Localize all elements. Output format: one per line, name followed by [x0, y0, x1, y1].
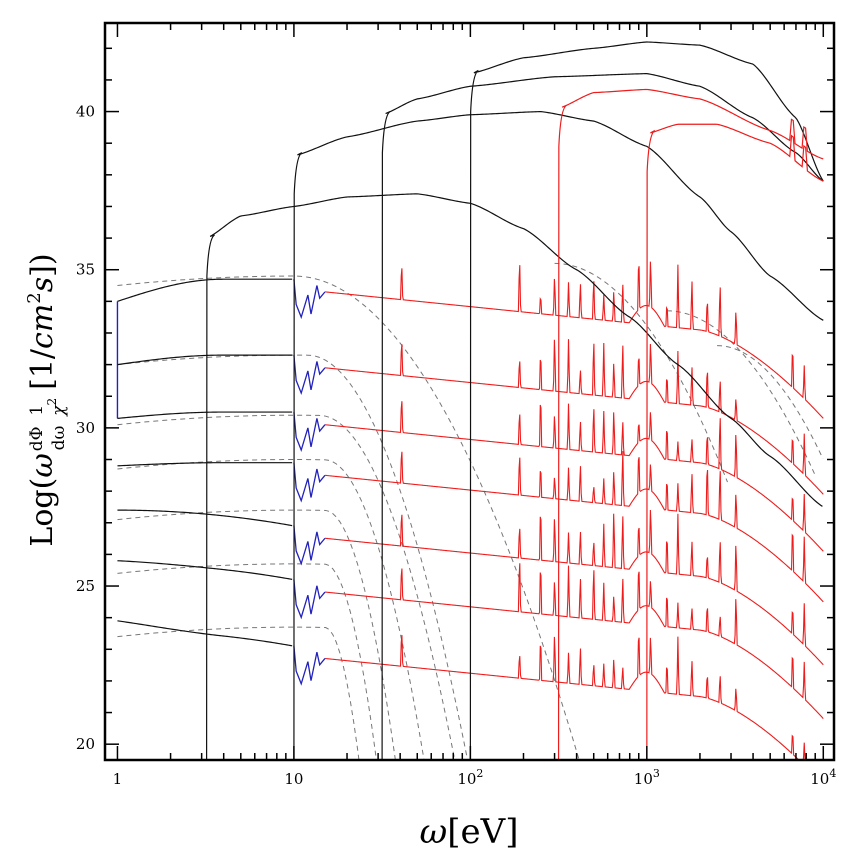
spectrum-upper-cutoff-3eV [206, 193, 823, 760]
spectrum-dips-7 [293, 645, 326, 686]
spectrum-upper-cutoff-100eV [469, 41, 824, 760]
dashed-continuum-2 [117, 354, 469, 760]
spectrum-dips-1 [293, 279, 326, 320]
spectrum-low-7 [117, 620, 293, 647]
tick-labels-layer: 1 10 102 103 104 20 25 30 35 40 [76, 103, 836, 788]
dashed-continuum-5 [117, 509, 396, 760]
x-axis-title: ω[eV] [420, 812, 519, 852]
y-tick-label: 25 [76, 577, 95, 595]
ticks-layer [105, 23, 834, 760]
dashed-upper-continuum-1 [554, 262, 728, 483]
y-axis-title: Log(ωdΦ dω1 χ2[1/cm2s]) [24, 253, 69, 546]
spectrum-dips-2 [293, 355, 326, 396]
spectrum-upper-cutoff-316eV [557, 88, 824, 760]
y-tick-label: 35 [76, 261, 95, 279]
spectrum-red-1 [324, 261, 824, 419]
y-tick-label: 20 [76, 735, 95, 753]
spectrum-low-6 [117, 560, 293, 580]
spectrum-low-2 [117, 354, 293, 366]
spectrum-red-6 [324, 563, 824, 719]
curves-layer [116, 41, 824, 760]
spectrum-low-4 [117, 462, 293, 467]
dashed-continuum-7 [117, 626, 360, 760]
spectrum-dips-4 [293, 462, 326, 503]
x-tick-label: 104 [810, 767, 836, 788]
x-tick-label: 102 [457, 767, 483, 788]
spectrum-red-4 [324, 450, 824, 603]
spectrum-red-5 [324, 509, 824, 666]
dashed-continuum-6 [117, 563, 377, 760]
dashed-upper-continuum-3 [717, 345, 824, 459]
dashed-continuum-1 [117, 275, 580, 760]
x-tick-label: 10 [284, 770, 303, 788]
plot-frame [103, 21, 836, 762]
spectrum-upper-cutoff-10eV [293, 111, 824, 760]
x-tick-label: 1 [113, 770, 123, 788]
dashed-upper-continuum-2 [666, 310, 816, 476]
spectrum-dips-6 [293, 579, 326, 620]
spectrum-low-3 [117, 411, 293, 419]
spectrum-dips-3 [293, 412, 326, 452]
spectrum-red-2 [324, 339, 824, 495]
spectrum-low-5 [117, 509, 293, 527]
spectrum-red-3 [324, 401, 824, 552]
spectrum-red-7 [324, 634, 806, 760]
dashed-continuum-3 [117, 414, 456, 760]
x-tick-label: 103 [634, 767, 660, 788]
spectrum-upper-cutoff-1000eV [646, 123, 824, 760]
spectrum-low-1 [117, 278, 293, 302]
spectrum-upper-cutoff-31eV [381, 73, 824, 760]
y-tick-label: 40 [76, 103, 95, 121]
y-tick-label: 30 [76, 419, 95, 437]
spectrum-dips-5 [293, 525, 326, 566]
